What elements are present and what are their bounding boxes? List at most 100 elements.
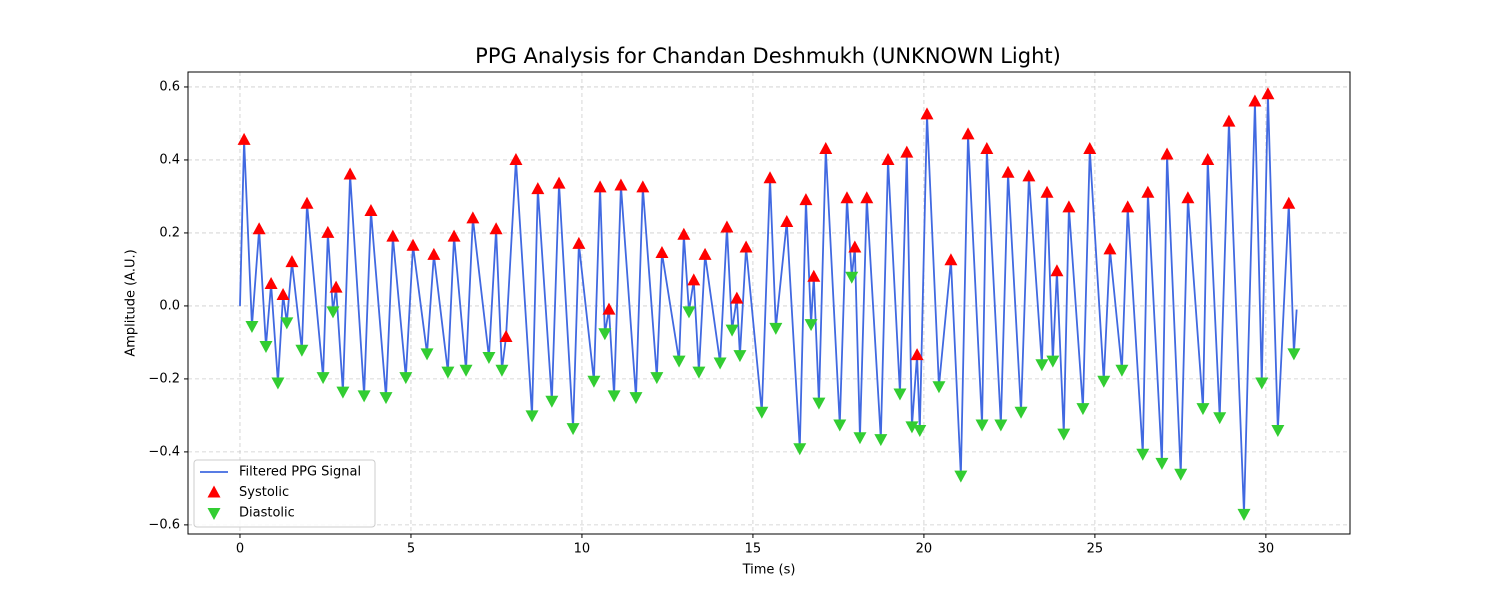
peak-marker [769,322,783,335]
peak-marker [1035,359,1049,372]
y-tick-label: −0.2 [148,371,180,386]
peak-marker [1040,185,1054,198]
peak-marker [552,176,566,189]
peak-marker [326,306,340,319]
peak-marker [900,145,914,158]
peak-marker [336,386,350,399]
peak-marker [607,390,621,403]
peak-marker [1050,264,1064,277]
peak-marker [1141,185,1155,198]
peak-marker [1201,152,1215,165]
plot-frame [187,71,1351,535]
peak-marker [1282,196,1296,209]
peak-marker [845,271,859,284]
peak-marker [364,204,378,217]
peak-marker [441,366,455,379]
peak-marker [730,291,744,304]
peak-marker [975,419,989,432]
peak-marker [1046,355,1060,368]
peak-marker [598,328,612,341]
peak-marker [780,214,794,227]
peak-marker [853,432,867,445]
peak-marker [819,142,833,154]
peak-marker [932,381,946,394]
peak-marker [980,142,994,154]
peak-marker [531,182,545,195]
peak-marker [682,306,696,319]
peak-marker [406,238,420,251]
peak-marker [1237,508,1251,521]
peak-marker [1001,165,1015,178]
peak-marker [920,107,934,120]
peak-marker [420,348,434,361]
legend-marker [207,508,221,520]
peak-marker [343,167,357,180]
peak-marker [379,392,393,405]
peak-marker [525,410,539,423]
peak-marker [1022,169,1036,182]
peak-marker [482,352,496,365]
peak-marker [329,280,343,293]
peak-marker [447,229,461,242]
peak-marker [1255,377,1269,390]
peak-marker [677,227,691,240]
peak-marker [893,388,907,401]
peak-marker [1248,94,1262,107]
chart-title: PPG Analysis for Chandan Deshmukh (UNKNO… [475,44,1061,68]
peak-marker [629,392,643,405]
peak-marker [804,319,818,332]
peak-marker [252,222,266,235]
peak-marker [944,253,958,266]
legend-label: Diastolic [239,506,295,521]
y-tick-label: 0.2 [159,225,180,240]
x-axis-label: Time (s) [742,563,796,578]
peak-marker [840,191,854,204]
peak-marker [1014,406,1028,419]
peak-marker [1222,114,1236,127]
peak-marker [509,152,523,165]
peak-marker [713,357,727,370]
peak-marker [954,470,968,483]
peak-marker [566,423,580,436]
y-tick-label: 0.0 [159,298,180,313]
peak-marker [602,302,616,315]
peak-marker [300,196,314,209]
x-tick-label: 25 [1087,542,1104,557]
x-tick-label: 10 [574,542,591,557]
y-tick-label: −0.6 [148,517,180,532]
peak-marker [1271,424,1285,437]
peak-marker [1121,200,1135,213]
peak-marker [812,397,826,410]
peak-marker [755,406,769,419]
peak-marker [316,372,330,385]
peak-marker [672,355,686,368]
peak-marker [1103,242,1117,255]
peak-marker [1155,457,1169,470]
peak-marker [280,317,294,330]
peak-marker [1181,191,1195,204]
peak-marker [427,247,441,260]
y-tick-label: 0.4 [159,152,180,167]
peak-marker [614,178,628,191]
peak-marker [961,127,975,140]
peak-marker [466,211,480,224]
peak-marker [587,375,601,388]
peak-marker [905,421,919,434]
peak-marker [733,350,747,363]
x-tick-label: 30 [1258,542,1275,557]
y-tick-label: −0.4 [148,444,180,459]
peak-marker [572,236,586,249]
peak-marker [237,132,251,145]
peak-marker [276,287,290,300]
peak-marker [295,344,309,357]
peak-marker [1160,147,1174,160]
peak-marker [545,395,559,408]
peak-marker [860,191,874,204]
y-axis-label: Amplitude (A.U.) [124,249,139,356]
peak-marker [259,341,273,354]
peak-marker [593,180,607,193]
peak-marker [874,434,888,447]
peak-marker [698,247,712,260]
